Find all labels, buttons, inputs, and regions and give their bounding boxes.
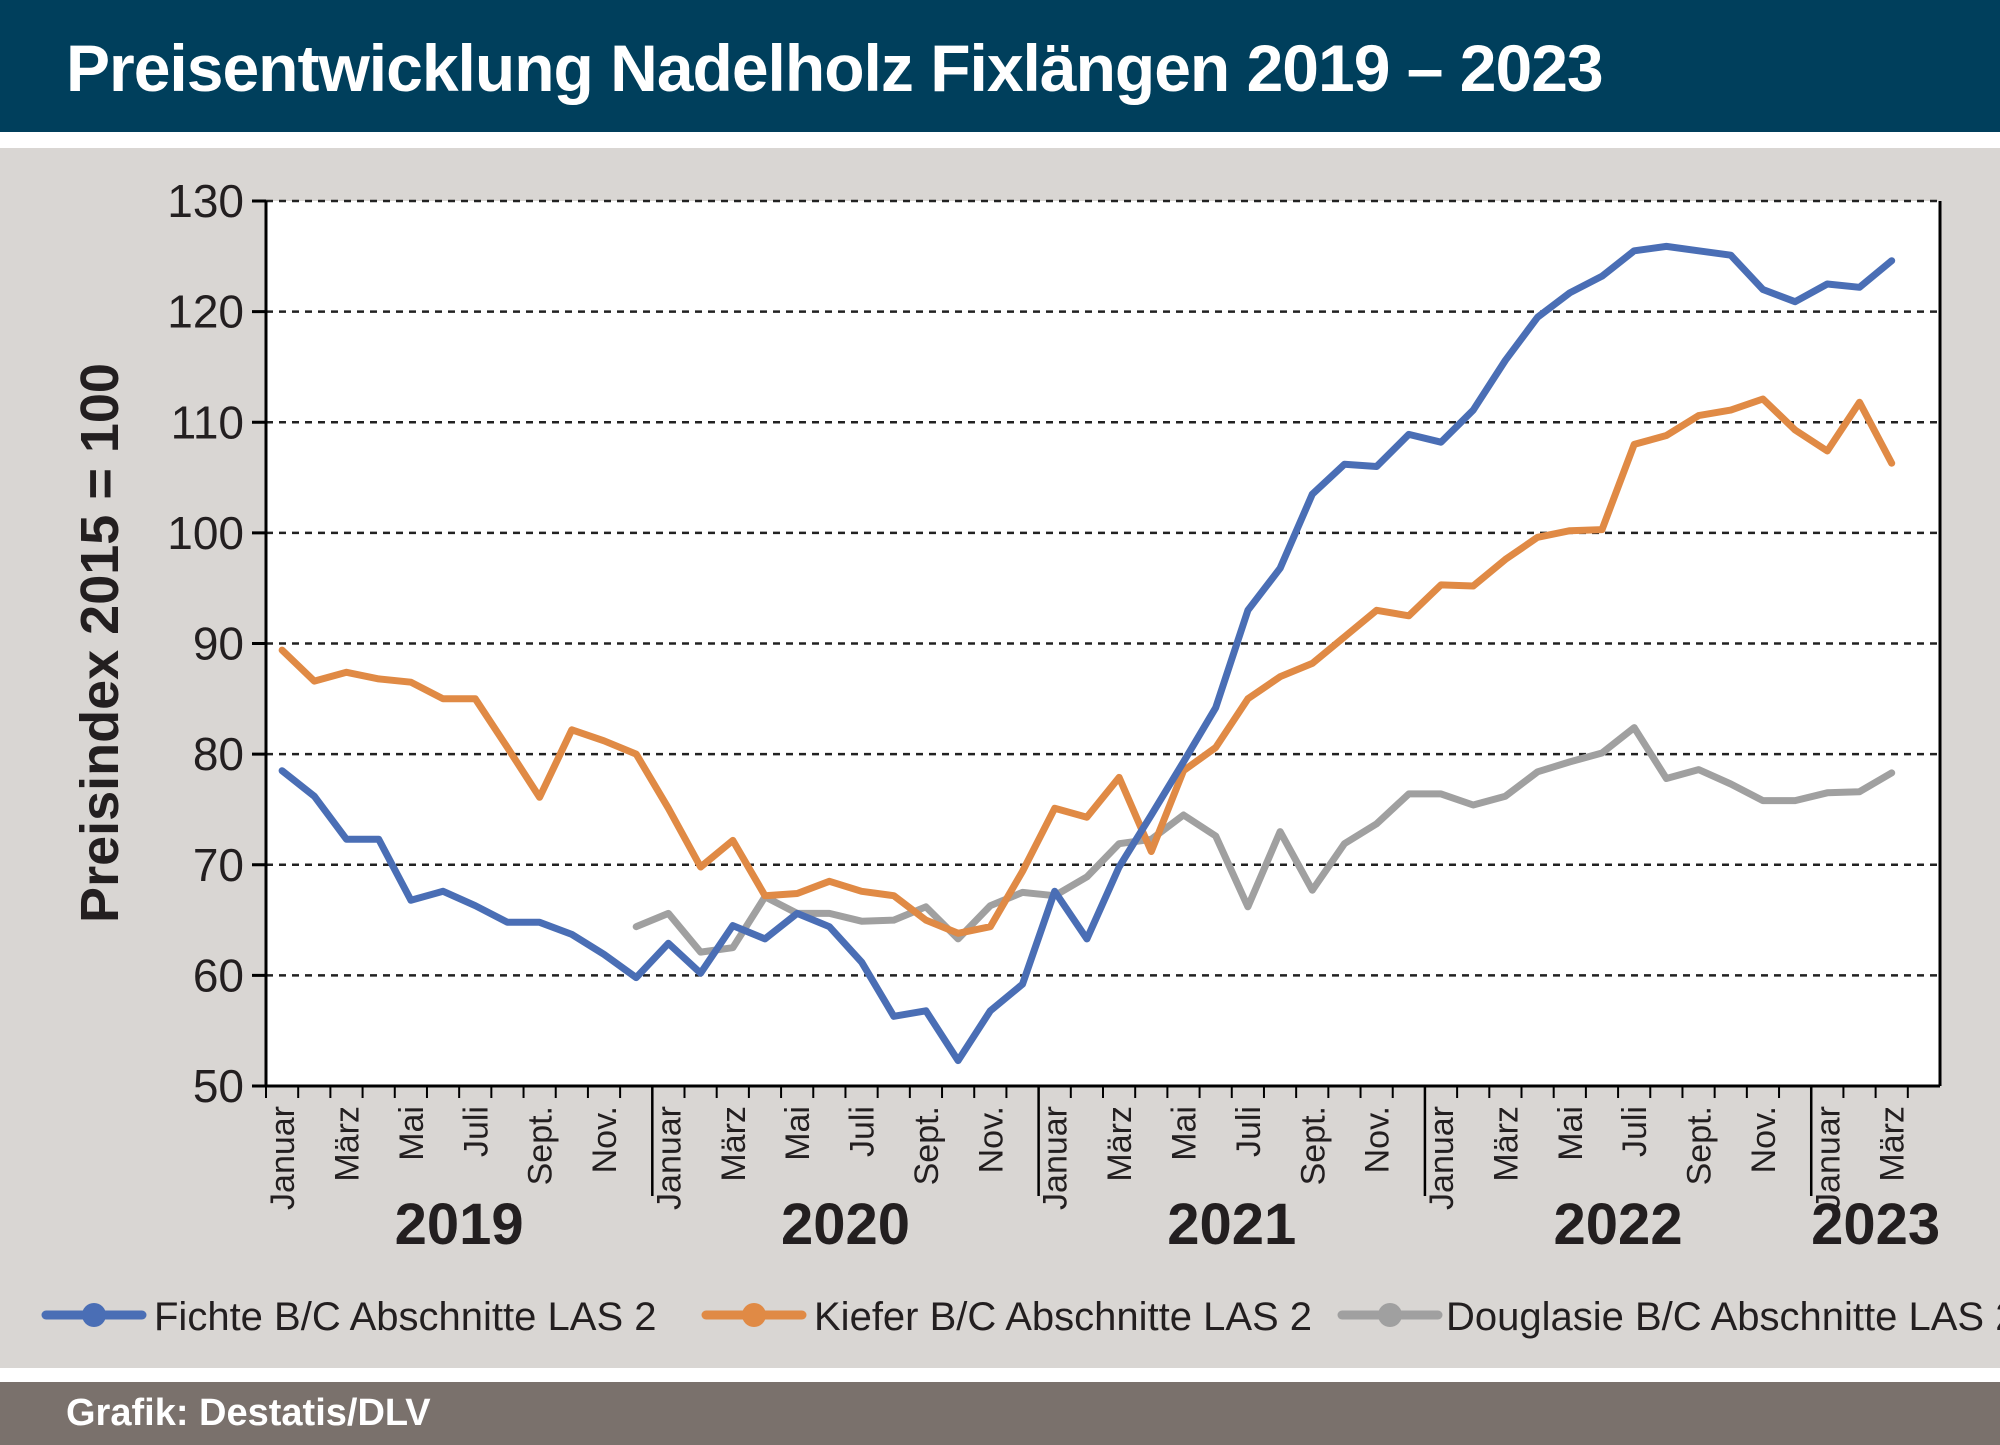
y-tick-label: 60 [193, 949, 244, 1001]
page-title: Preisentwicklung Nadelholz Fixlängen 201… [66, 31, 1604, 105]
y-tick-label: 120 [167, 286, 244, 338]
legend-item-douglasie: Douglasie B/C Abschnitte LAS 2 [1337, 1295, 2000, 1339]
x-tick-label: Juli [844, 1106, 882, 1157]
divider [0, 1368, 2000, 1382]
x-tick-label: Januar [1423, 1106, 1461, 1210]
legend-item-kiefer: Kiefer B/C Abschnitte LAS 2 [701, 1295, 1312, 1339]
header-bar: Preisentwicklung Nadelholz Fixlängen 201… [0, 0, 2000, 132]
x-tick-label: Mai [779, 1106, 817, 1161]
x-tick-label: Nov. [972, 1106, 1010, 1173]
series-line-fichte [278, 242, 1896, 1065]
legend-label-douglasie: Douglasie B/C Abschnitte LAS 2 [1446, 1295, 2000, 1339]
x-tick-label: Juli [1230, 1106, 1268, 1157]
legend-label-fichte: Fichte B/C Abschnitte LAS 2 [154, 1295, 656, 1339]
legend-label-kiefer: Kiefer B/C Abschnitte LAS 2 [814, 1295, 1312, 1339]
year-label: 2021 [1167, 1192, 1296, 1257]
x-tick-label: Januar [1037, 1106, 1075, 1210]
x-tick-label: Januar [264, 1106, 302, 1210]
y-tick-label: 80 [193, 728, 244, 780]
x-tick-label: Mai [393, 1106, 431, 1161]
x-tick-label: März [715, 1106, 753, 1182]
y-tick-label: 100 [167, 507, 244, 559]
footer-bar: Grafik: Destatis/DLV [0, 1382, 2000, 1445]
y-axis-label: Preisindex 2015 = 100 [70, 363, 130, 923]
x-tick-label: Nov. [1745, 1106, 1783, 1173]
year-label: 2019 [395, 1192, 524, 1257]
x-tick-label: März [328, 1106, 366, 1182]
legend-marker-kiefer [742, 1303, 766, 1327]
y-tick-label: 90 [193, 618, 244, 670]
x-tick-label: Nov. [586, 1106, 624, 1173]
x-tick-label: März [1487, 1106, 1525, 1182]
y-tick-label: 130 [167, 175, 244, 227]
legend-marker-douglasie [1378, 1303, 1402, 1327]
x-tick-label: Sept. [522, 1106, 560, 1185]
x-tick-label: Juli [1616, 1106, 1654, 1157]
legend-item-fichte: Fichte B/C Abschnitte LAS 2 [41, 1295, 656, 1339]
legend: Fichte B/C Abschnitte LAS 2 Kiefer B/C A… [41, 1295, 2000, 1339]
x-tick-label: Nov. [1359, 1106, 1397, 1173]
x-tick-label: Sept. [1681, 1106, 1719, 1185]
legend-marker-fichte [82, 1303, 106, 1327]
x-tick-label: März [1874, 1106, 1912, 1182]
y-tick-label: 110 [171, 396, 244, 448]
x-tick-label: Januar [1809, 1106, 1847, 1210]
year-label: 2022 [1554, 1192, 1683, 1257]
divider [0, 132, 2000, 148]
x-ticks: Januar März Mai Juli Sept. Nov. Januar März Mai J… [264, 1086, 1912, 1210]
x-tick-label: Sept. [1294, 1106, 1332, 1185]
x-tick-label: Juli [457, 1106, 495, 1157]
chart-panel: 50 60 70 80 90 100 110 120 130 Preisindex 2015 =… [0, 148, 2000, 1378]
x-tick-label: März [1101, 1106, 1139, 1182]
year-label: 2023 [1811, 1192, 1940, 1257]
y-tick-label: 50 [193, 1060, 244, 1112]
y-ticks: 50 60 70 80 90 100 110 120 130 [167, 175, 266, 1112]
source-credit: Grafik: Destatis/DLV [66, 1392, 431, 1434]
x-tick-label: Sept. [908, 1106, 946, 1185]
year-labels: 2019 2020 2021 2022 2023 [395, 1192, 1940, 1257]
x-tick-label: Mai [1552, 1106, 1590, 1161]
x-tick-label: Januar [650, 1106, 688, 1210]
series-lines [278, 242, 1896, 1065]
series-line-douglasie [632, 724, 1896, 956]
year-label: 2020 [781, 1192, 910, 1257]
series-line-kiefer [278, 395, 1896, 937]
y-tick-label: 70 [193, 839, 244, 891]
x-tick-label: Mai [1165, 1106, 1203, 1161]
line-chart: 50 60 70 80 90 100 110 120 130 Preisindex 2015 =… [41, 175, 2000, 1339]
